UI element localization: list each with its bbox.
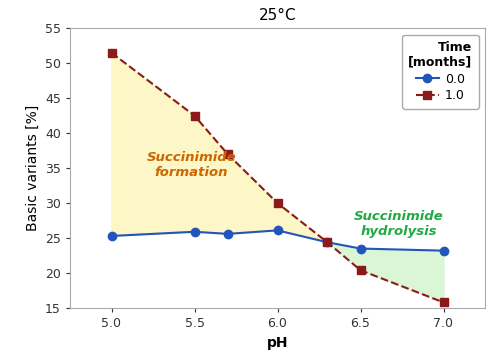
0.0 xyxy=(440,249,446,253)
Title: 25°C: 25°C xyxy=(258,8,296,23)
Line: 1.0: 1.0 xyxy=(108,48,448,307)
1.0 xyxy=(108,51,114,55)
Legend: 0.0, 1.0: 0.0, 1.0 xyxy=(402,35,479,109)
1.0 xyxy=(440,300,446,304)
0.0 xyxy=(192,230,198,234)
0.0 xyxy=(224,232,230,236)
1.0 xyxy=(224,152,230,156)
0.0 xyxy=(274,228,280,233)
0.0 xyxy=(358,246,364,251)
1.0 xyxy=(324,240,330,244)
Text: Succinimide
hydrolysis: Succinimide hydrolysis xyxy=(354,210,444,238)
1.0 xyxy=(192,114,198,118)
Y-axis label: Basic variants [%]: Basic variants [%] xyxy=(26,105,40,231)
1.0 xyxy=(274,201,280,205)
X-axis label: pH: pH xyxy=(267,336,288,349)
1.0 xyxy=(358,268,364,272)
0.0 xyxy=(108,234,114,238)
Line: 0.0: 0.0 xyxy=(108,226,448,255)
0.0 xyxy=(324,240,330,244)
Text: Succinimide
formation: Succinimide formation xyxy=(146,151,236,179)
